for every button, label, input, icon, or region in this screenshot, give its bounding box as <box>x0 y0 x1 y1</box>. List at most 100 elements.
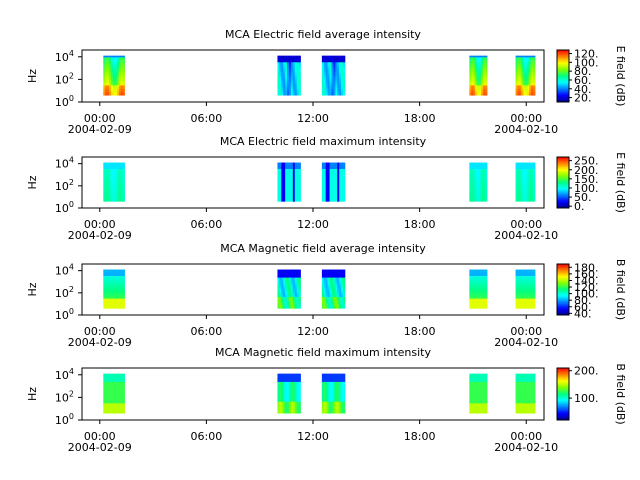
spectrogram-cell <box>114 411 118 414</box>
spectrogram-cell <box>517 70 520 73</box>
spectrogram-cell <box>475 306 478 309</box>
spectrogram-cell <box>296 391 299 394</box>
spectrogram-cell <box>289 406 292 409</box>
spectrogram-cell <box>120 86 124 89</box>
spectrogram-cell <box>116 288 120 291</box>
spectrogram-cell <box>523 284 526 287</box>
spectrogram-cell <box>105 60 108 63</box>
spectrogram-cell <box>329 191 332 194</box>
spectrogram-cell <box>114 185 118 188</box>
spectrogram-cell <box>475 78 478 81</box>
spectrogram-cell <box>321 172 325 175</box>
spectrogram-cell <box>335 183 338 186</box>
spectrogram-cell <box>341 271 344 274</box>
spectrogram-cell <box>475 271 478 274</box>
spectrogram-cell <box>279 198 282 201</box>
spectrogram-cell <box>475 284 478 287</box>
spectrogram-cell <box>122 162 125 165</box>
spectrogram-cell <box>335 63 338 66</box>
spectrogram-cell <box>327 279 330 282</box>
x-tick-label: 00:00 <box>84 325 116 338</box>
spectrogram-cell <box>116 164 120 167</box>
spectrogram-cell <box>517 170 520 173</box>
spectrogram-cell <box>321 279 325 282</box>
spectrogram-cell <box>296 297 299 299</box>
spectrogram-cell <box>531 297 534 299</box>
spectrogram-cell <box>335 60 338 63</box>
spectrogram-cell <box>281 173 284 176</box>
spectrogram-cell <box>277 172 280 175</box>
spectrogram-cell <box>116 386 120 389</box>
spectrogram-cell <box>321 295 325 298</box>
spectrogram-cell <box>294 165 298 168</box>
spectrogram-cell <box>331 164 334 167</box>
spectrogram-cell <box>469 178 472 181</box>
colorbar-cell <box>557 174 569 177</box>
spectrogram-cell <box>292 280 296 283</box>
spectrogram-cell <box>321 408 325 411</box>
spectrogram-cell <box>475 274 478 277</box>
spectrogram-cell <box>103 306 106 309</box>
spectrogram-cell <box>519 305 522 308</box>
spectrogram-cell <box>473 70 476 73</box>
spectrogram-cell <box>111 391 114 394</box>
spectrogram-cell <box>481 67 484 70</box>
spectrogram-cell <box>325 395 328 398</box>
spectrogram-cell <box>473 82 476 84</box>
colorbar-tick-label: 140. <box>574 274 599 287</box>
spectrogram-cell <box>471 293 474 296</box>
spectrogram-cell <box>521 186 524 189</box>
spectrogram-cell <box>531 292 534 295</box>
spectrogram-cell <box>283 288 286 291</box>
colorbar-tick-label: 100. <box>574 288 599 301</box>
spectrogram-cell <box>294 300 298 303</box>
spectrogram-cell <box>325 80 328 83</box>
colorbar-cell <box>557 192 569 195</box>
spectrogram-cell <box>321 183 325 186</box>
spectrogram-cell <box>292 194 296 197</box>
spectrogram-cell <box>105 375 108 378</box>
spectrogram-cell <box>325 91 328 94</box>
spectrogram-cell <box>477 63 480 66</box>
spectrogram-cell <box>283 178 286 181</box>
spectrogram-cell <box>118 199 122 202</box>
spectrogram-cell <box>122 293 125 296</box>
spectrogram-cell <box>517 73 520 76</box>
spectrogram-cell <box>327 62 330 65</box>
spectrogram-cell <box>515 185 518 188</box>
spectrogram-cell <box>481 62 484 65</box>
spectrogram-cell <box>531 284 534 287</box>
spectrogram-cell <box>105 57 108 60</box>
spectrogram-cell <box>120 272 124 275</box>
spectrogram-cell <box>287 178 290 181</box>
spectrogram-cell <box>321 301 325 304</box>
spectrogram-cell <box>525 199 528 202</box>
spectrogram-cell <box>283 90 286 93</box>
spectrogram-cell <box>339 175 342 178</box>
spectrogram-cell <box>477 292 480 295</box>
spectrogram-cell <box>294 173 298 176</box>
spectrogram-cell <box>277 63 280 66</box>
spectrogram-cell <box>118 73 122 76</box>
spectrogram-cell <box>281 191 284 194</box>
spectrogram-cell <box>277 194 280 197</box>
spectrogram-cell <box>329 376 332 379</box>
spectrogram-cell <box>525 55 528 58</box>
spectrogram-cell <box>483 63 486 66</box>
spectrogram-cell <box>477 169 480 171</box>
spectrogram-cell <box>116 411 120 414</box>
spectrogram-cell <box>485 185 488 188</box>
spectrogram-cell <box>105 80 108 83</box>
spectrogram-cell <box>327 196 330 199</box>
spectrogram-cell <box>475 188 478 191</box>
spectrogram-cell <box>118 287 122 290</box>
spectrogram-cell <box>525 77 528 80</box>
spectrogram-cell <box>481 199 484 202</box>
spectrogram-cell <box>329 93 332 96</box>
spectrogram-cell <box>114 172 118 175</box>
spectrogram-cell <box>473 88 476 91</box>
spectrogram-cell <box>473 277 476 280</box>
spectrogram-cell <box>122 68 125 71</box>
spectrogram-cell <box>339 279 342 282</box>
spectrogram-cell <box>475 60 478 63</box>
